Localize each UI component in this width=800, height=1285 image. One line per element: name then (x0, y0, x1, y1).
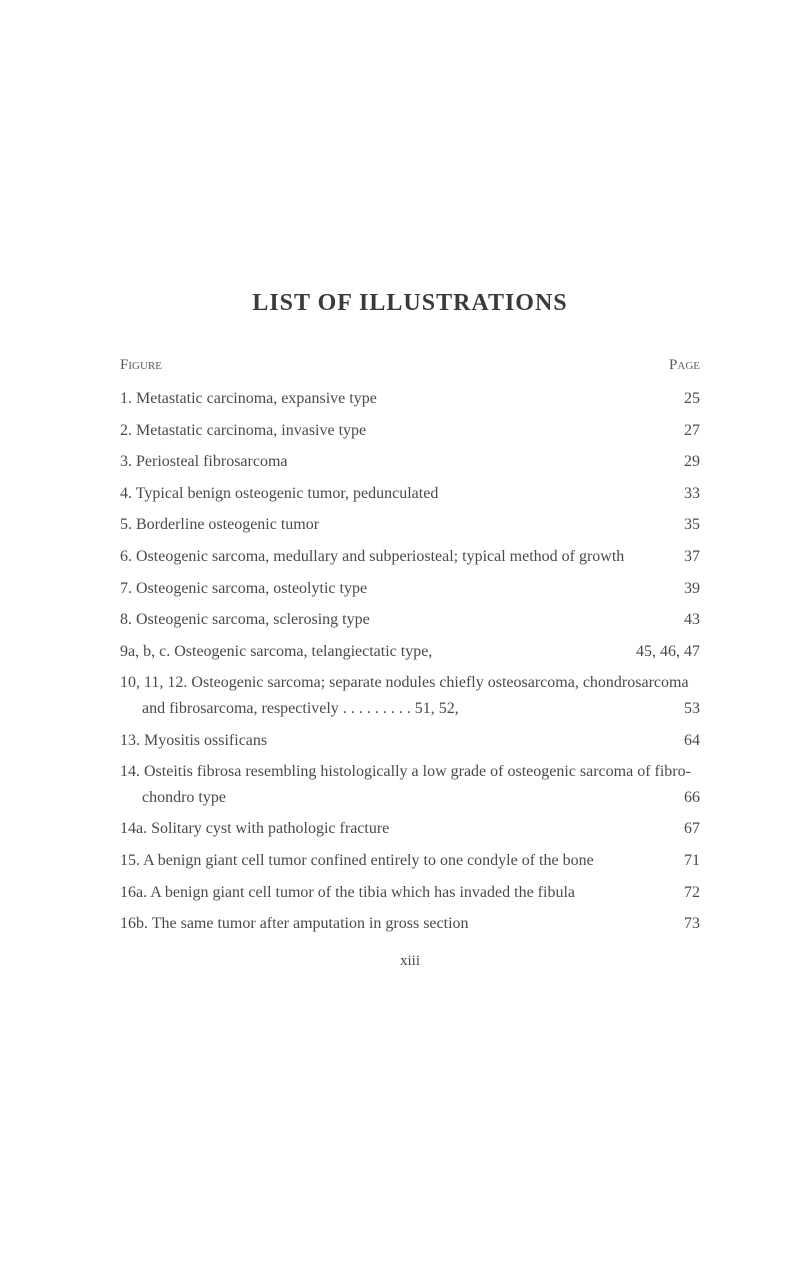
entry-text: Osteogenic sarcoma, medullary and subper… (136, 548, 624, 565)
toc-entry: 16b. The same tumor after amputation in … (120, 911, 700, 937)
toc-entry: 1. Metastatic carcinoma, expansive type 2… (120, 386, 700, 412)
page-footer-number: xiii (120, 953, 700, 970)
entry-text: 11, 12. Osteogenic sarcoma; separate nod… (142, 674, 689, 717)
entry-number: 13. (120, 732, 144, 749)
entry-number: 16a. (120, 884, 150, 901)
entry-text: Solitary cyst with pathologic fracture (151, 820, 389, 837)
entry-text: A benign giant cell tumor confined entir… (143, 852, 594, 869)
entry-text: Borderline osteogenic tumor (136, 516, 319, 533)
entry-number: 4. (120, 485, 136, 502)
entry-number: 5. (120, 516, 136, 533)
entry-number: 7. (120, 580, 136, 597)
entry-text: Osteitis fibrosa resembling histological… (142, 763, 691, 806)
entry-number: 3. (120, 453, 136, 470)
entry-text: Osteogenic sarcoma, sclerosing type (136, 611, 370, 628)
toc-entry: 4. Typical benign osteogenic tumor, pedu… (120, 481, 700, 507)
entry-text: Typical benign osteogenic tumor, peduncu… (136, 485, 439, 502)
entry-number: 16b. (120, 915, 152, 932)
toc-entry: 14a. Solitary cyst with pathologic fract… (120, 816, 700, 842)
entry-page-number: 35 (684, 512, 700, 538)
entry-text: Metastatic carcinoma, expansive type (136, 390, 377, 407)
entries-list: 1. Metastatic carcinoma, expansive type2… (120, 386, 700, 937)
entry-page-number: 67 (684, 816, 700, 842)
entry-page-number: 39 (684, 576, 700, 602)
toc-entry: 16a. A benign giant cell tumor of the ti… (120, 880, 700, 906)
entry-text: A benign giant cell tumor of the tibia w… (150, 884, 575, 901)
toc-entry: 13. Myositis ossificans 64 (120, 728, 700, 754)
entry-page-number: 37 (684, 544, 700, 570)
toc-entry: 14. Osteitis fibrosa resembling histolog… (120, 759, 700, 810)
entry-page-number: 72 (684, 880, 700, 906)
entry-page-number: 66 (684, 785, 700, 811)
toc-entry: 9a, b, c. Osteogenic sarcoma, telangiect… (120, 639, 700, 665)
entry-page-number: 53 (684, 696, 700, 722)
entry-text: b, c. Osteogenic sarcoma, telangiectatic… (143, 643, 432, 660)
entry-number: 2. (120, 422, 136, 439)
entry-text: The same tumor after amputation in gross… (152, 915, 469, 932)
entry-number: 8. (120, 611, 136, 628)
entry-number: 1. (120, 390, 136, 407)
toc-entry: 3. Periosteal fibrosarcoma 29 (120, 449, 700, 475)
toc-entry: 5. Borderline osteogenic tumor 35 (120, 512, 700, 538)
entry-number: 14. (120, 763, 144, 780)
entry-text: Periosteal fibrosarcoma (136, 453, 288, 470)
toc-entry: 2. Metastatic carcinoma, invasive type 27 (120, 418, 700, 444)
entry-number: 9a, (120, 643, 143, 660)
entry-number: 15. (120, 852, 143, 869)
entry-page-number: 25 (684, 386, 700, 412)
toc-entry: 6. Osteogenic sarcoma, medullary and sub… (120, 544, 700, 570)
entry-page-number: 64 (684, 728, 700, 754)
toc-entry: 8. Osteogenic sarcoma, sclerosing type 43 (120, 607, 700, 633)
entry-page-number: 29 (684, 449, 700, 475)
entry-text: Metastatic carcinoma, invasive type (136, 422, 366, 439)
page-title: LIST OF ILLUSTRATIONS (120, 290, 700, 317)
entry-number: 14a. (120, 820, 151, 837)
toc-entry: 7. Osteogenic sarcoma, osteolytic type 39 (120, 576, 700, 602)
entry-page-number: 33 (684, 481, 700, 507)
entry-page-number: 73 (684, 911, 700, 937)
header-right: Page (669, 357, 700, 374)
column-headers: Figure Page (120, 357, 700, 374)
toc-entry: 10, 11, 12. Osteogenic sarcoma; separate… (120, 670, 700, 721)
entry-page-number: 45, 46, 47 (636, 639, 700, 665)
header-left: Figure (120, 357, 162, 374)
entry-page-number: 27 (684, 418, 700, 444)
entry-number: 10, (120, 674, 144, 691)
entry-page-number: 71 (684, 848, 700, 874)
toc-entry: 15. A benign giant cell tumor confined e… (120, 848, 700, 874)
entry-number: 6. (120, 548, 136, 565)
entry-text: Myositis ossificans (144, 732, 267, 749)
entry-text: Osteogenic sarcoma, osteolytic type (136, 580, 367, 597)
entry-page-number: 43 (684, 607, 700, 633)
